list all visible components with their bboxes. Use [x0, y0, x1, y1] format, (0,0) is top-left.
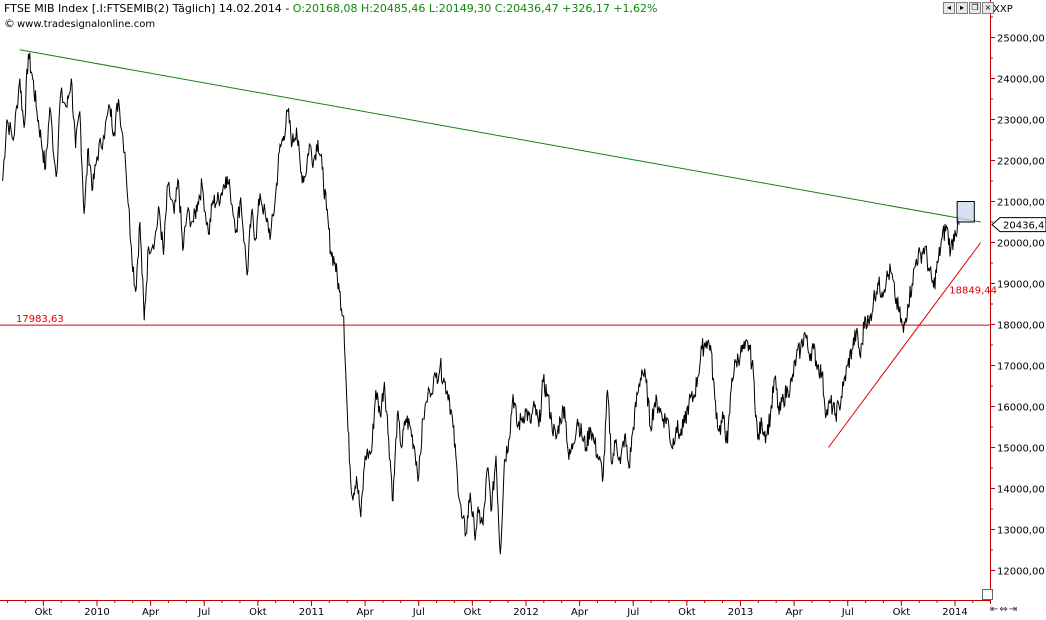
- scroll-right-icon[interactable]: ▸: [956, 2, 968, 14]
- close-icon[interactable]: ×: [982, 2, 994, 14]
- x-tick-label: Apr: [356, 607, 374, 618]
- y-tick-label: 13000,00: [997, 526, 1045, 537]
- x-tick-label: Jul: [626, 607, 639, 618]
- annotation-label: 18849,44: [949, 286, 997, 297]
- x-tick-label: 2013: [728, 607, 753, 618]
- horizontal-support-line: 17983,63: [0, 314, 990, 326]
- restore-icon[interactable]: ❐: [969, 2, 981, 14]
- resize-handle-icon[interactable]: [982, 589, 993, 600]
- y-tick-label: 15000,00: [997, 444, 1045, 455]
- source-line: © www.tradesignalonline.com: [4, 17, 155, 30]
- y-tick-label: 24000,00: [997, 75, 1045, 86]
- quote-date: 14.02.2014: [218, 2, 282, 15]
- y-tick-label: 18000,00: [997, 321, 1045, 332]
- last-value-marker[interactable]: 20436,47: [991, 217, 1046, 233]
- x-tick-label: Apr: [785, 607, 803, 618]
- support-level-label: 17983,63: [16, 314, 64, 325]
- x-tick-label: Okt: [464, 607, 482, 618]
- y-tick-label: 25000,00: [997, 34, 1045, 45]
- x-axis: Okt 2010 Apr Jul Okt 2011 Apr Jul Okt 2012 Apr Jul O…: [7, 600, 974, 618]
- x-tick-label: 2014: [942, 607, 967, 618]
- y-axis: 12000,00 13000,00 14000,00 15000,00 16000,00…: [990, 16, 1045, 578]
- y-tick-label: 14000,00: [997, 485, 1045, 496]
- plot-area: [0, 0, 990, 600]
- y-tick-label: 23000,00: [997, 116, 1045, 127]
- last-value-label: 20436,47: [1003, 221, 1046, 232]
- last-value-tag[interactable]: [991, 217, 1046, 233]
- x-tick-label: Apr: [571, 607, 589, 618]
- y-tick-label: 19000,00: [997, 280, 1045, 291]
- y-tick-label: 17000,00: [997, 362, 1045, 373]
- y-tick-label: 16000,00: [997, 403, 1045, 414]
- axis-scale-label: XXP: [993, 4, 1013, 15]
- x-tick-label: Okt: [678, 607, 696, 618]
- price-series-line: [2, 52, 960, 555]
- y-tick-label: 22000,00: [997, 157, 1045, 168]
- x-tick-label: Jul: [841, 607, 854, 618]
- instrument-title: FTSE MIB Index [.I:FTSEMIB(2): [4, 2, 170, 15]
- copyright-icon: ©: [4, 17, 15, 30]
- price-change: +326,17 +1,62%: [562, 2, 658, 15]
- x-tick-label: Okt: [893, 607, 911, 618]
- chart-header: FTSE MIB Index [.I:FTSEMIB(2) Täglich] 1…: [4, 2, 657, 15]
- x-tick-label: Jul: [197, 607, 210, 618]
- resistance-trendline: [19, 49, 981, 223]
- window-controls: ◂ ▸ ❐ ×: [943, 2, 994, 14]
- highlight-box: [956, 201, 975, 223]
- chart-annotations: 18849,44: [949, 286, 997, 297]
- support-trendline: [828, 242, 982, 448]
- x-tick-label: 2010: [84, 607, 109, 618]
- scroll-left-icon[interactable]: ◂: [943, 2, 955, 14]
- x-tick-label: Okt: [249, 607, 267, 618]
- header-separator: -: [285, 2, 290, 15]
- y-tick-label: 12000,00: [997, 567, 1045, 578]
- x-tick-label: Okt: [35, 607, 53, 618]
- y-tick-label: 20000,00: [997, 239, 1045, 250]
- target-zone-box: [956, 201, 975, 223]
- x-tick-label: Apr: [142, 607, 160, 618]
- x-axis-nav-icon[interactable]: ⇤⇔⇥: [990, 604, 1019, 615]
- interval-label: Täglich]: [172, 2, 216, 15]
- ohlc-values: O:20168,08 H:20485,46 L:20149,30 C:20436…: [292, 2, 559, 15]
- x-tick-label: Jul: [412, 607, 425, 618]
- x-tick-label: 2012: [513, 607, 538, 618]
- source-label[interactable]: www.tradesignalonline.com: [17, 19, 156, 30]
- x-tick-label: 2011: [299, 607, 324, 618]
- y-tick-label: 21000,00: [997, 198, 1045, 209]
- chart-series: [2, 49, 982, 555]
